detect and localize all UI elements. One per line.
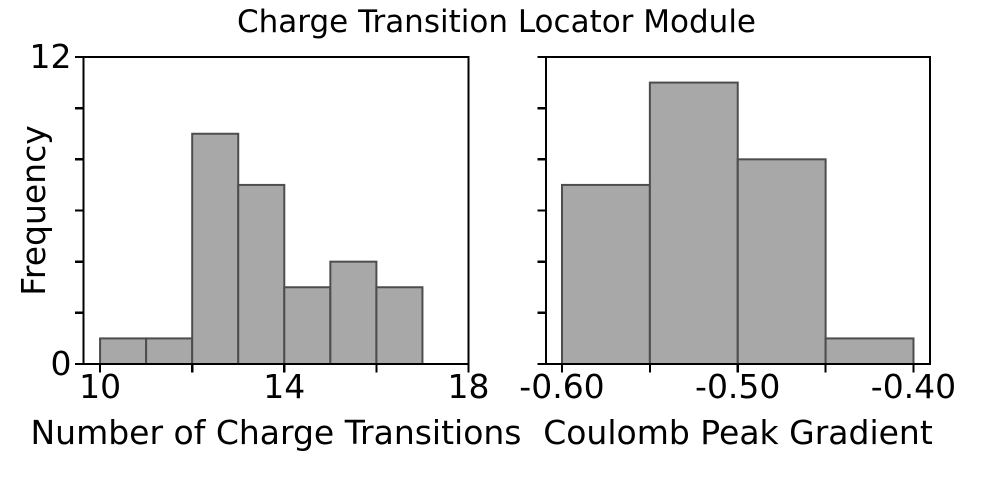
histogram-bar — [99, 337, 148, 365]
x-tick-label: 14 — [263, 367, 305, 406]
histogram-bar — [329, 260, 378, 365]
histogram-bar — [237, 183, 286, 365]
x-tick-label: 10 — [79, 367, 121, 406]
histogram-bar — [191, 132, 240, 365]
histogram-bar — [824, 337, 915, 365]
histogram-bar — [283, 286, 332, 365]
histogram-bar — [560, 183, 651, 365]
figure-title: Charge Transition Locator Module — [236, 4, 757, 40]
y-tick-label: 0 — [51, 344, 72, 383]
x-tick-label: -0.60 — [519, 367, 604, 406]
x-tick-label: -0.40 — [871, 367, 956, 406]
y-axis-label: Frequency — [14, 125, 53, 295]
y-tick-label: 12 — [30, 37, 72, 76]
histogram-bar — [145, 337, 194, 365]
histogram-bar — [648, 81, 739, 365]
x-tick-label: -0.50 — [695, 367, 780, 406]
x-axis-label: Coulomb Peak Gradient — [543, 413, 933, 452]
histogram-bar — [736, 158, 827, 365]
histogram-bar — [375, 286, 424, 365]
x-axis-label: Number of Charge Transitions — [30, 413, 521, 452]
x-tick-label: 18 — [448, 367, 490, 406]
